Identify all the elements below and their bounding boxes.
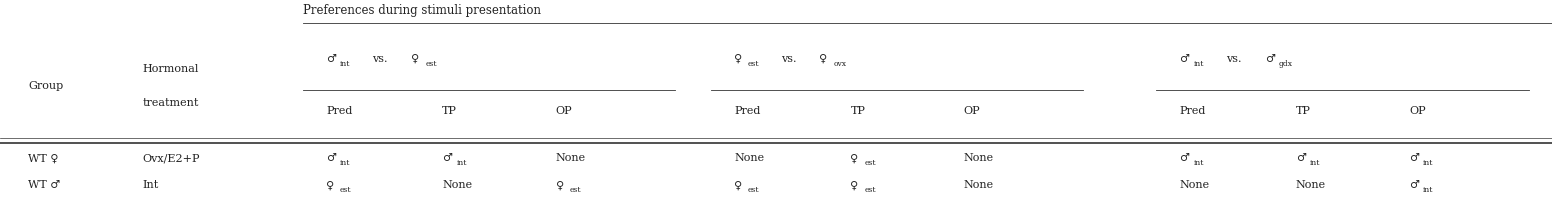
Text: int: int [340,158,351,166]
Text: None: None [442,179,472,190]
Text: est: est [425,59,436,67]
Text: OP: OP [556,105,573,115]
Text: ♀: ♀ [819,54,827,64]
Text: WT ♀: WT ♀ [28,153,59,163]
Text: int: int [1423,158,1434,166]
Text: int: int [456,158,467,166]
Text: ♂: ♂ [442,153,452,163]
Text: None: None [734,153,764,163]
Text: ♂: ♂ [1296,153,1305,163]
Text: gdx: gdx [1279,59,1293,67]
Text: TP: TP [442,105,458,115]
Text: Pred: Pred [326,105,352,115]
Text: ♂: ♂ [326,54,335,64]
Text: vs.: vs. [1226,54,1242,64]
Text: est: est [340,185,351,193]
Text: None: None [556,153,585,163]
Text: ♀: ♀ [734,54,742,64]
Text: None: None [1296,179,1325,190]
Text: ♀: ♀ [556,179,563,190]
Text: ♀: ♀ [411,54,419,64]
Text: Preferences during stimuli presentation: Preferences during stimuli presentation [303,5,540,17]
Text: est: est [864,185,875,193]
Text: OP: OP [1409,105,1426,115]
Text: ovx: ovx [833,59,846,67]
Text: vs.: vs. [781,54,796,64]
Text: Pred: Pred [1180,105,1206,115]
Text: ♀: ♀ [734,179,742,190]
Text: TP: TP [850,105,866,115]
Text: est: est [748,59,759,67]
Text: OP: OP [964,105,981,115]
Text: est: est [570,185,580,193]
Text: int: int [340,59,351,67]
Text: None: None [964,179,993,190]
Text: ♂: ♂ [1409,179,1419,190]
Text: Ovx/E2+P: Ovx/E2+P [143,153,200,163]
Text: est: est [748,185,759,193]
Text: int: int [1310,158,1321,166]
Text: ♂: ♂ [1180,153,1189,163]
Text: ♀: ♀ [850,153,858,163]
Text: ♂: ♂ [1265,54,1274,64]
Text: WT ♂: WT ♂ [28,179,61,190]
Text: ♂: ♂ [1409,153,1419,163]
Text: treatment: treatment [143,97,199,107]
Text: None: None [964,153,993,163]
Text: Group: Group [28,81,64,91]
Text: Pred: Pred [734,105,760,115]
Text: int: int [1193,158,1204,166]
Text: Hormonal: Hormonal [143,64,199,74]
Text: est: est [864,158,875,166]
Text: int: int [1193,59,1204,67]
Text: ♀: ♀ [326,179,334,190]
Text: int: int [1423,185,1434,193]
Text: None: None [1180,179,1209,190]
Text: vs.: vs. [372,54,388,64]
Text: TP: TP [1296,105,1311,115]
Text: Int: Int [143,179,158,190]
Text: ♂: ♂ [1180,54,1189,64]
Text: ♀: ♀ [850,179,858,190]
Text: ♂: ♂ [326,153,335,163]
